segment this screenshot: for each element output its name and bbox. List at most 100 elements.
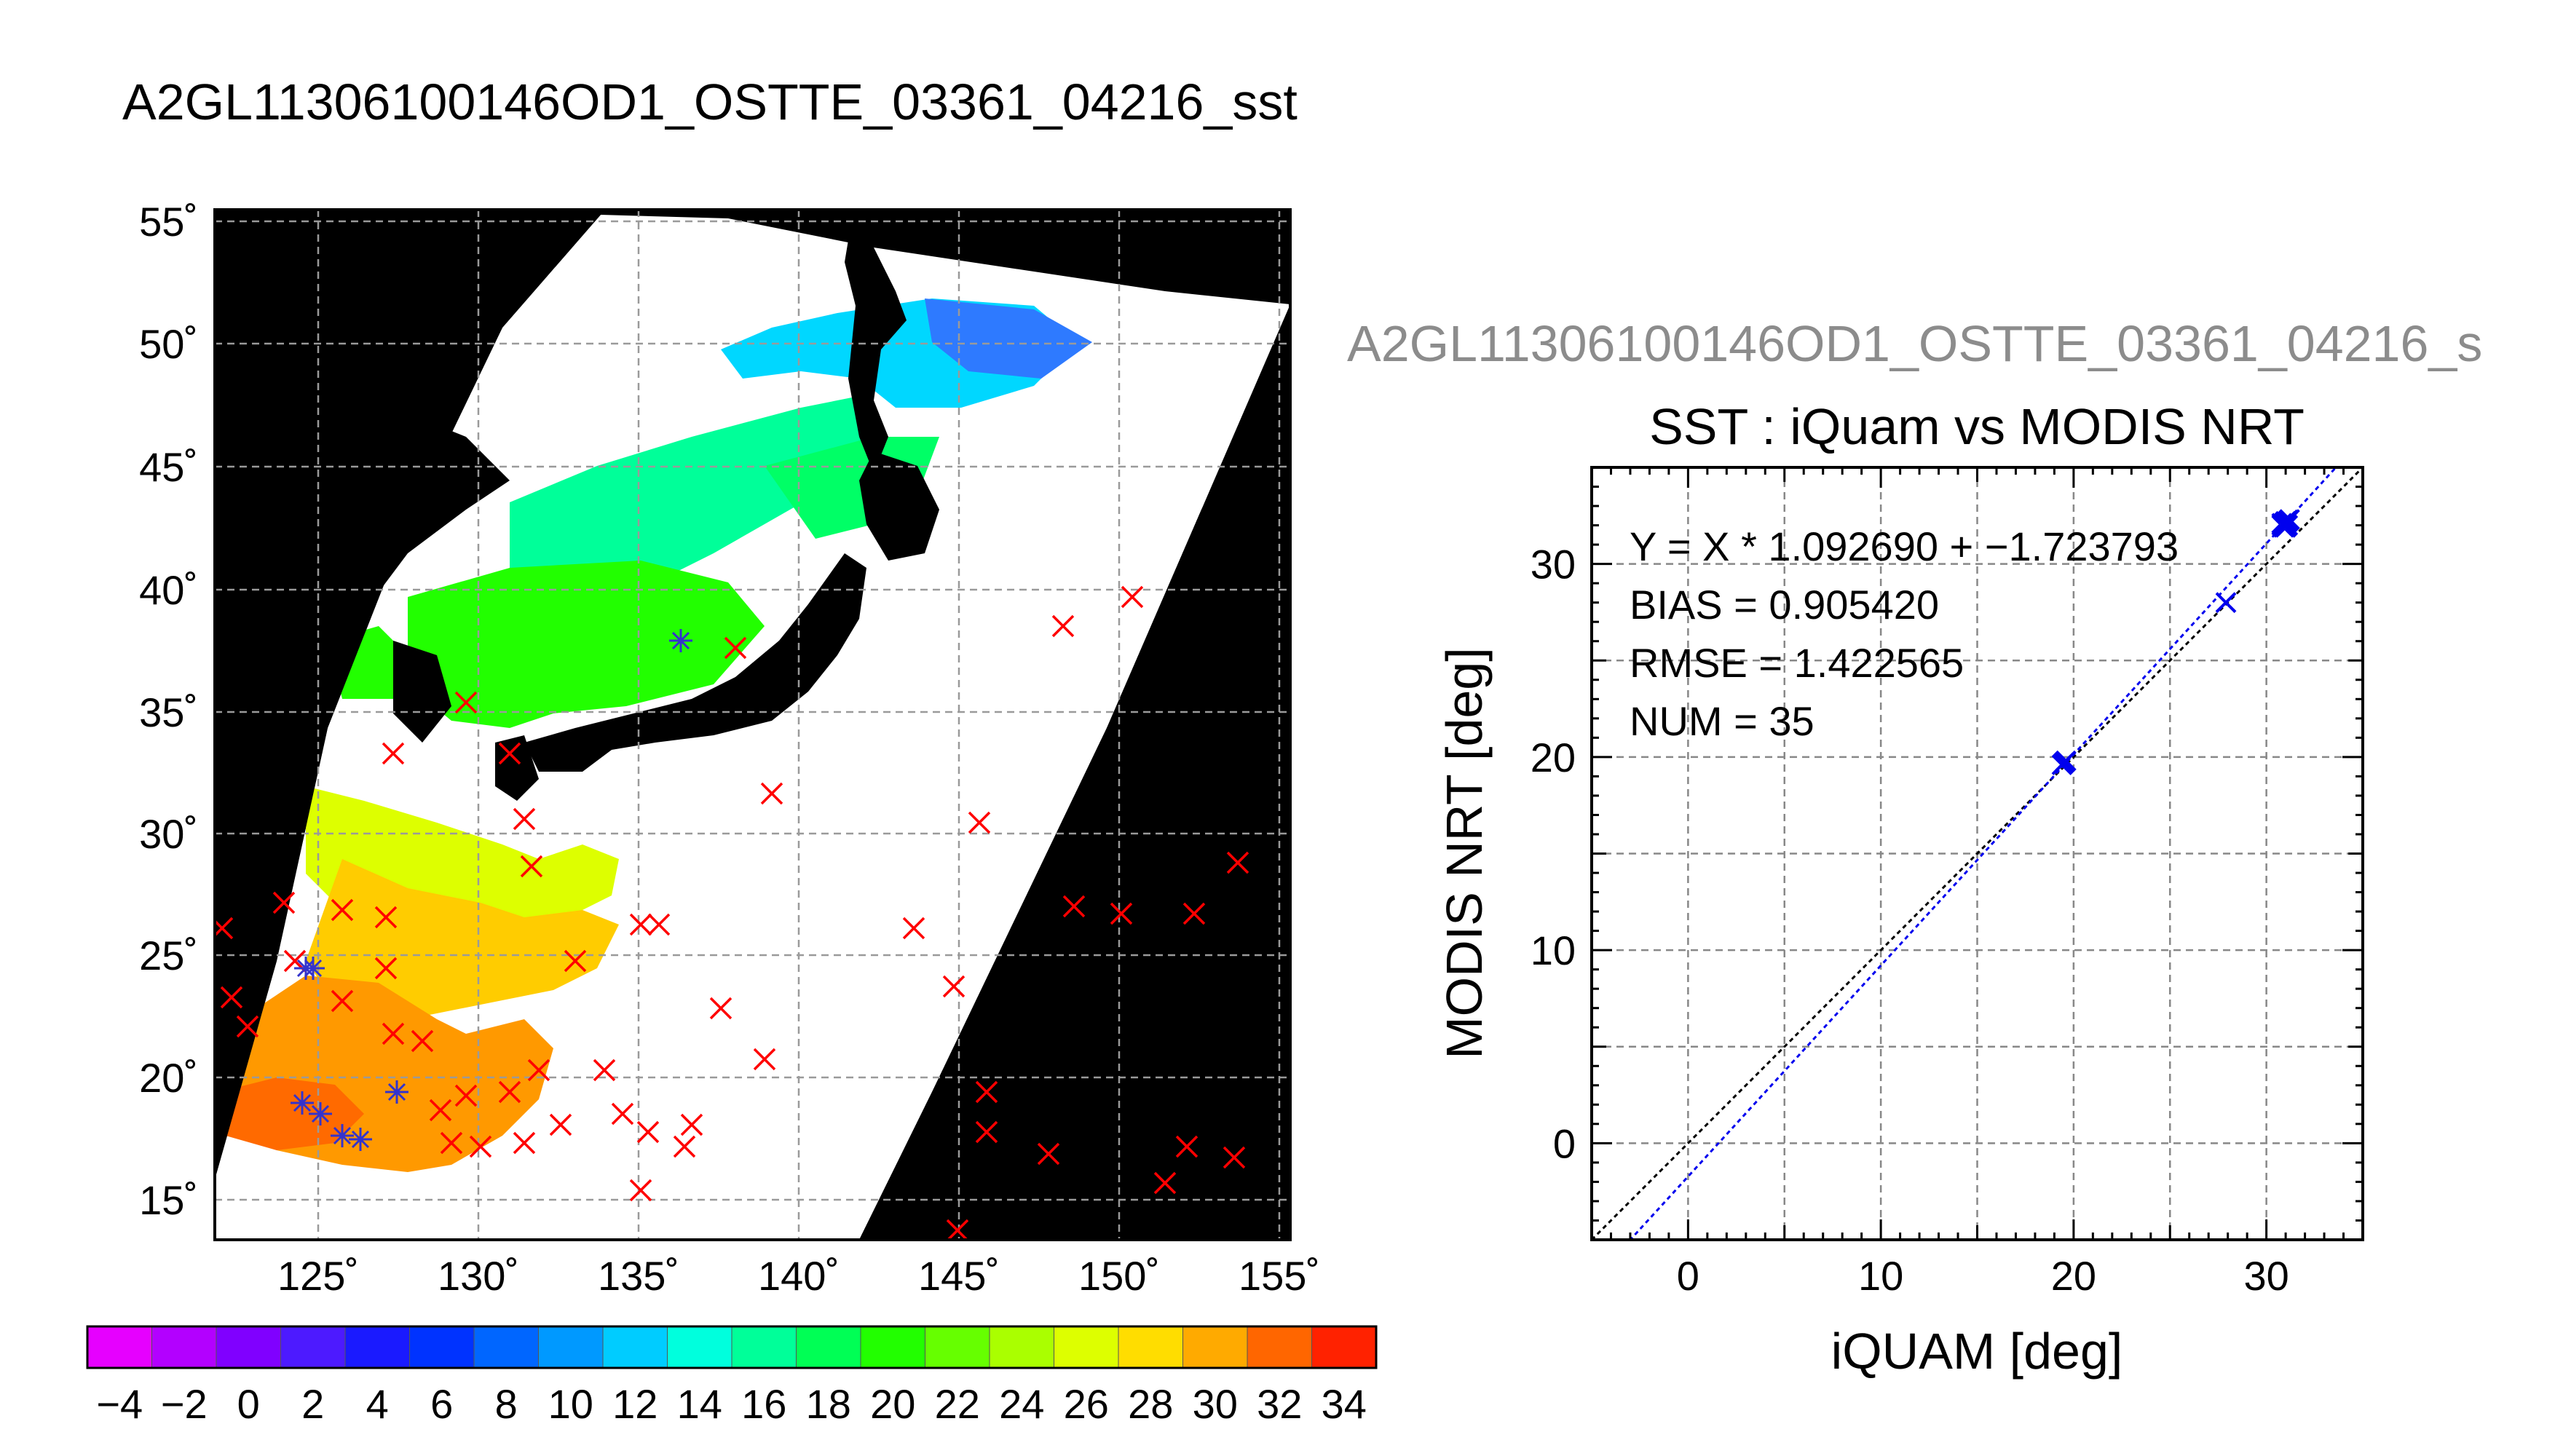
- lon-label: 155˚: [1239, 1253, 1320, 1299]
- colorbar-cell: [1054, 1326, 1119, 1369]
- lat-label: 40˚: [139, 567, 198, 613]
- colorbar-tick-label: 16: [741, 1381, 786, 1427]
- colorbar-cells: [87, 1326, 1377, 1369]
- lat-label: 45˚: [139, 444, 198, 490]
- stats-rmse: RMSE = 1.422565: [1630, 640, 1964, 686]
- colorbar-labels: −4 −2 0 2 4 6 8 10 12 14 16 18 20 22 24 26 28 30 32 34: [96, 1381, 1367, 1427]
- colorbar-cell: [87, 1326, 153, 1369]
- map-frame: [213, 208, 1292, 1241]
- sst-map: 55˚ 50˚ 45˚ 40˚ 35˚ 30˚ 25˚ 20˚ 15˚ 125˚…: [139, 199, 1320, 1299]
- lon-label: 140˚: [758, 1253, 840, 1299]
- y-axis-label: MODIS NRT [deg]: [1436, 647, 1493, 1059]
- map-grid: [215, 210, 1290, 1240]
- map-cross-marker: [975, 1120, 998, 1144]
- lon-label: 135˚: [598, 1253, 679, 1299]
- one-to-one-line: [1592, 467, 2363, 1240]
- colorbar-cell: [1182, 1326, 1248, 1369]
- sst-south-hot: [218, 1077, 364, 1150]
- map-cross-marker: [374, 957, 398, 980]
- map-asterisk-marker: [309, 1102, 332, 1125]
- map-asterisk-marker: [385, 1080, 408, 1104]
- outside-swath-left: [215, 210, 601, 1179]
- lat-label: 30˚: [139, 811, 198, 857]
- colorbar-cell: [473, 1326, 540, 1369]
- colorbar-cell: [667, 1326, 732, 1369]
- map-cross-marker: [469, 1135, 492, 1158]
- map-asterisk-marker: [669, 629, 692, 652]
- map-cross-marker: [331, 989, 354, 1013]
- map-cross-marker: [680, 1113, 703, 1136]
- colorbar-tick-label: 32: [1257, 1381, 1302, 1427]
- colorbar-tick-label: 30: [1193, 1381, 1238, 1427]
- colorbar-tick-label: 26: [1064, 1381, 1109, 1427]
- map-cross-marker: [382, 1022, 405, 1045]
- land-korean-peninsula: [393, 641, 451, 743]
- colorbar-tick-label: −4: [96, 1381, 143, 1427]
- map-cross-marker: [236, 1015, 259, 1038]
- map-cross-marker: [1226, 851, 1249, 874]
- scatter-title: SST : iQuam vs MODIS NRT: [1649, 398, 2305, 455]
- map-cross-marker: [513, 1131, 536, 1155]
- lon-label: 125˚: [277, 1253, 359, 1299]
- lat-label: 50˚: [139, 321, 198, 367]
- map-cross-marker: [220, 986, 243, 1009]
- map-cross-marker: [760, 782, 783, 805]
- scatter-points: [2051, 509, 2300, 775]
- scatter-point: [2051, 754, 2073, 775]
- stats-fit: Y = X * 1.092690 + −1.723793: [1630, 523, 2179, 569]
- scatter-point: [2273, 515, 2294, 536]
- colorbar-tick-label: 14: [677, 1381, 722, 1427]
- colorbar-cell: [1247, 1326, 1313, 1369]
- map-cross-marker: [975, 1080, 998, 1104]
- colorbar-cell: [409, 1326, 475, 1369]
- lat-labels: 55˚ 50˚ 45˚ 40˚ 35˚ 30˚ 25˚ 20˚ 15˚: [139, 199, 198, 1223]
- lon-label: 150˚: [1078, 1253, 1160, 1299]
- map-cross-marker: [564, 949, 587, 973]
- scatter-tick-labels: 0 10 20 30 0 10 20 30: [1531, 542, 2289, 1299]
- scatter-grid: [1592, 467, 2363, 1240]
- map-cross-marker: [636, 1120, 660, 1144]
- colorbar-tick-label: 8: [495, 1381, 518, 1427]
- map-asterisk-marker: [349, 1128, 372, 1151]
- map-cross-marker: [1182, 902, 1206, 925]
- map-cross-marker: [673, 1135, 696, 1158]
- land-sakhalin: [845, 218, 907, 473]
- lat-label: 35˚: [139, 689, 198, 735]
- colorbar-tick-label: 10: [548, 1381, 593, 1427]
- land-hokkaido: [859, 451, 939, 561]
- sst-sea-of-japan-south: [408, 561, 765, 728]
- colorbar: −4 −2 0 2 4 6 8 10 12 14 16 18 20 22 24 26 28 30 32 34: [86, 1325, 1378, 1427]
- colorbar-tick-label: 28: [1128, 1381, 1173, 1427]
- map-cross-marker: [753, 1048, 776, 1071]
- colorbar-tick-label: 24: [999, 1381, 1044, 1427]
- map-cross-marker: [454, 691, 478, 714]
- colorbar-cell: [344, 1326, 411, 1369]
- outside-swath: [859, 304, 1290, 1240]
- map-cross-marker: [411, 1029, 434, 1053]
- colorbar-cell: [538, 1326, 604, 1369]
- colorbar-tick-label: 34: [1322, 1381, 1367, 1427]
- lon-labels: 125˚ 130˚ 135˚ 140˚ 145˚ 150˚ 155˚: [277, 1253, 1320, 1299]
- y-tick-label: 0: [1553, 1120, 1576, 1166]
- map-cross-marker: [272, 891, 296, 914]
- map-cross-marker: [1121, 585, 1144, 609]
- sst-kuroshio: [306, 859, 619, 1019]
- x-tick-label: 0: [1677, 1253, 1699, 1299]
- colorbar-tick-label: −2: [161, 1381, 208, 1427]
- map-cross-marker: [611, 1102, 634, 1125]
- map-cross-marker: [440, 1131, 463, 1155]
- map-cross-marker: [1110, 902, 1133, 925]
- map-cross-marker: [331, 898, 354, 922]
- map-cross-marker: [942, 975, 965, 998]
- map-cross-marker: [520, 855, 543, 878]
- stats-num: NUM = 35: [1630, 698, 1814, 744]
- colorbar-cell: [1311, 1326, 1377, 1369]
- map-cross-marker: [1051, 614, 1075, 638]
- x-tick-label: 30: [2243, 1253, 2289, 1299]
- sst-sea-of-japan-north: [510, 393, 874, 597]
- map-cross-marker: [1153, 1171, 1177, 1195]
- map-asterisk-marker: [291, 1091, 314, 1115]
- map-cross-marker: [593, 1059, 616, 1082]
- map-cross-marker: [629, 1179, 652, 1202]
